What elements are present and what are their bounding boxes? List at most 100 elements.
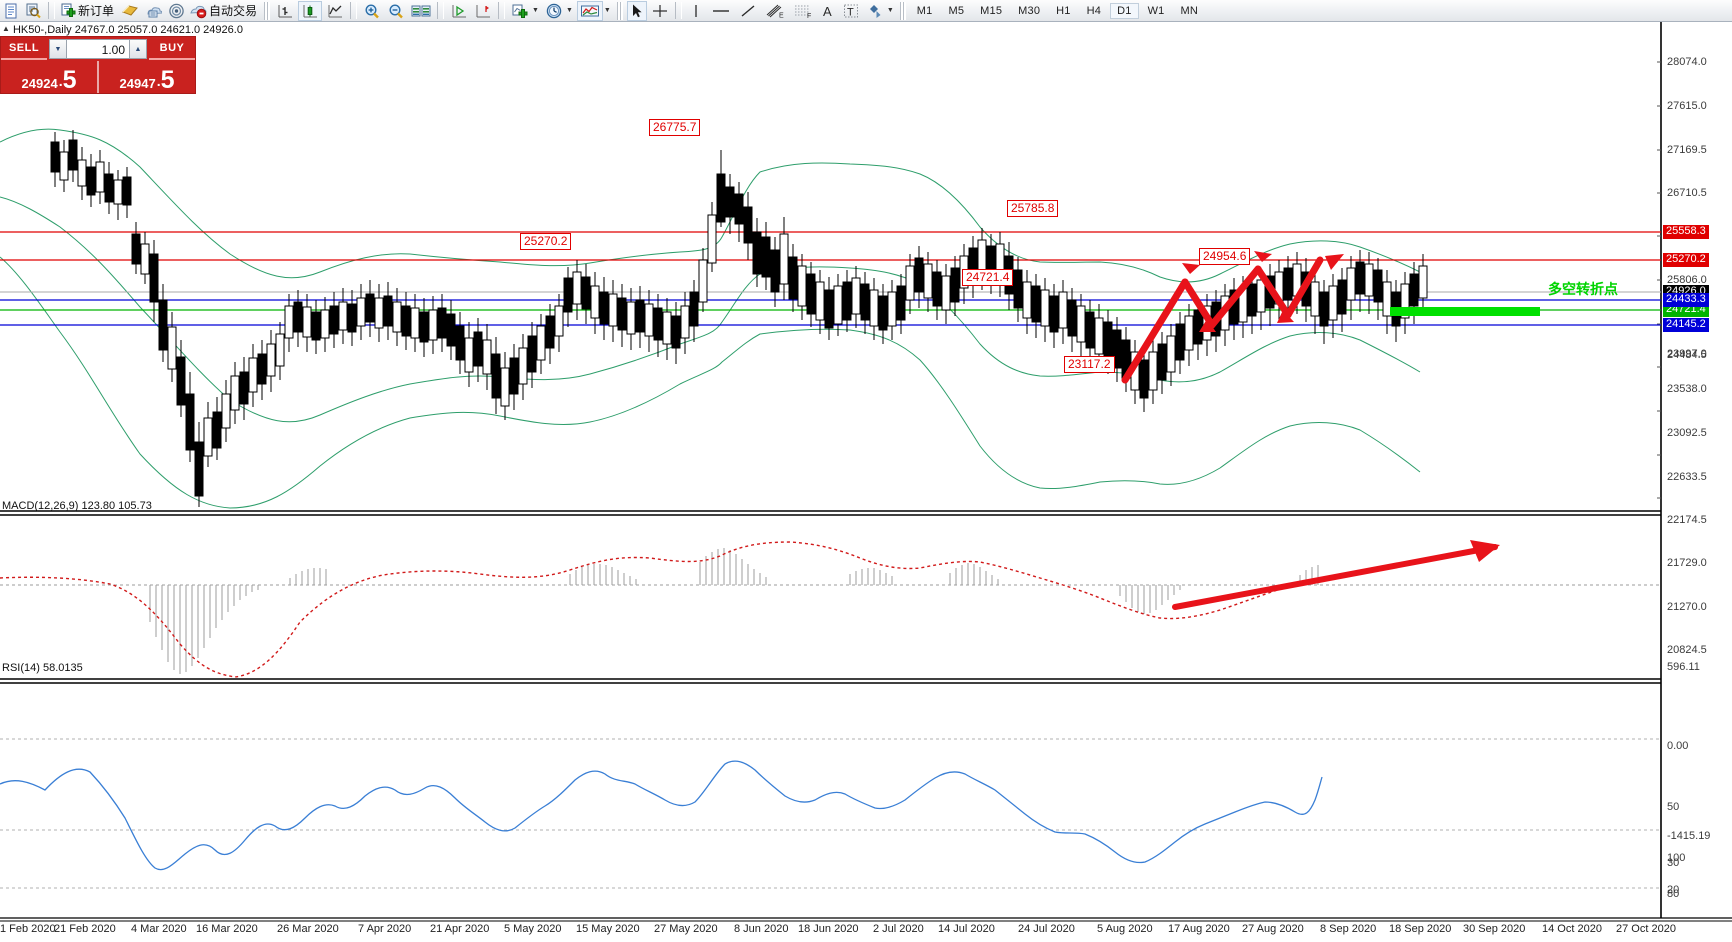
text-icon[interactable]: A	[818, 1, 838, 21]
new-order-button[interactable]: 新订单	[59, 1, 117, 21]
volume-decrease-icon[interactable]: ▼	[49, 39, 67, 59]
price-tick-1: 27615.0	[1667, 100, 1707, 112]
date-label-10: 8 Jun 2020	[734, 923, 789, 935]
buy-button[interactable]: BUY	[149, 38, 195, 60]
price-tick-13: 22174.5	[1667, 514, 1707, 526]
date-label-3: 16 Mar 2020	[196, 923, 258, 935]
chart-shift-icon[interactable]	[472, 1, 494, 21]
buy-price[interactable]: 24947 . 5	[99, 61, 195, 93]
price-tick-15: 21270.0	[1667, 601, 1707, 613]
horizontal-line-icon[interactable]	[708, 1, 734, 21]
timeframe-d1[interactable]: D1	[1110, 2, 1139, 19]
period-dropdown-caret-icon[interactable]: ▼	[565, 7, 573, 14]
indicators-icon[interactable]	[509, 1, 531, 21]
vertical-line-icon[interactable]	[686, 1, 706, 21]
zoom-in-icon[interactable]	[361, 1, 383, 21]
market-watch-icon[interactable]	[23, 1, 44, 21]
main-toolbar: 新订单 自动交易	[0, 0, 1732, 22]
buy-price-integer: 24947	[119, 76, 156, 91]
price-label-25785[interactable]: 25785.8	[1007, 200, 1059, 217]
expert-advisor-icon[interactable]	[119, 1, 141, 21]
fibonacci-icon[interactable]: F	[790, 1, 816, 21]
price-label-25270[interactable]: 25270.2	[520, 233, 572, 250]
equidistant-channel-icon[interactable]: E	[762, 1, 788, 21]
toolbar-grip-1[interactable]	[264, 1, 271, 20]
toolbar-separator-5	[674, 2, 682, 19]
chart-svg	[0, 22, 1732, 942]
templates-icon[interactable]	[576, 0, 603, 21]
one-click-trading-prices: 24924 . 5 24947 . 5	[1, 61, 195, 93]
indicators-dropdown-caret-icon[interactable]: ▼	[532, 7, 539, 14]
timeframe-m15[interactable]: M15	[980, 4, 1003, 17]
cursor-icon[interactable]	[626, 0, 647, 21]
candlestick-chart-icon[interactable]	[298, 0, 323, 21]
date-label-14: 24 Jul 2020	[1018, 923, 1075, 935]
trend-line-icon[interactable]	[736, 1, 760, 21]
zoom-out-icon[interactable]	[385, 1, 407, 21]
timeframe-m1[interactable]: M1	[916, 4, 933, 17]
rsi-tick-100: 100	[1667, 852, 1686, 864]
navigator-icon[interactable]	[166, 1, 187, 21]
volume-stepper[interactable]: ▼ 1.00 ▲	[49, 38, 147, 60]
price-label-24721[interactable]: 24721.4	[962, 269, 1014, 286]
macd-tick-min: -1415.19	[1667, 830, 1711, 842]
timeframe-mn[interactable]: MN	[1180, 4, 1198, 17]
volume-increase-icon[interactable]: ▲	[129, 39, 147, 59]
date-label-11: 18 Jun 2020	[798, 923, 859, 935]
chinese-note-label: 多空转折点	[1548, 282, 1618, 298]
drawing-arrow-heads	[1182, 251, 1344, 332]
chart-collapse-icon[interactable]: ▲	[2, 24, 10, 33]
svg-text:E: E	[779, 12, 784, 19]
price-tick-8: 24484.5	[1667, 349, 1707, 361]
date-label-2: 4 Mar 2020	[131, 923, 187, 935]
timeframe-m5[interactable]: M5	[948, 4, 965, 17]
price-tick-16: 20824.5	[1667, 644, 1707, 656]
period-icon[interactable]	[543, 1, 565, 21]
price-tick-2: 27169.5	[1667, 144, 1707, 156]
chart-grid-icon[interactable]	[409, 1, 433, 21]
price-tag-resistance-2: 25270.2	[1663, 253, 1709, 267]
auto-scroll-icon[interactable]	[448, 1, 470, 21]
new-chart-icon[interactable]	[1, 1, 21, 21]
one-click-trading-panel[interactable]: SELL ▼ 1.00 ▲ BUY 24924 . 5 24947 . 5	[0, 36, 196, 94]
timeframe-h4[interactable]: H4	[1086, 4, 1102, 17]
bar-chart-icon[interactable]	[274, 1, 296, 21]
price-tick-14: 21729.0	[1667, 557, 1707, 569]
toolbar-grip-3[interactable]	[899, 1, 906, 20]
toolbar-separator-1	[48, 2, 55, 19]
line-chart-icon[interactable]	[324, 1, 346, 21]
chart-canvas[interactable]: 26775.7 25270.2 25785.8 24721.4 24954.6 …	[0, 22, 1732, 942]
price-label-26775[interactable]: 26775.7	[649, 119, 701, 136]
price-label-23117[interactable]: 23117.2	[1064, 356, 1115, 373]
svg-text:A: A	[823, 4, 832, 19]
price-tick-11: 23092.5	[1667, 427, 1707, 439]
new-order-label: 新订单	[78, 4, 115, 18]
sell-price-dot: .	[58, 73, 63, 89]
symbol-info-line: ▲ HK50-,Daily 24767.0 25057.0 24621.0 24…	[2, 24, 243, 36]
volume-input[interactable]: 1.00	[67, 39, 129, 59]
timeframe-m30[interactable]: M30	[1018, 4, 1041, 17]
timeframe-w1[interactable]: W1	[1147, 4, 1165, 17]
date-label-19: 18 Sep 2020	[1389, 923, 1452, 935]
macd-tick-max: 596.11	[1667, 661, 1700, 673]
sell-price-fraction: 5	[62, 65, 77, 94]
sell-price[interactable]: 24924 . 5	[1, 61, 97, 93]
price-label-24954[interactable]: 24954.6	[1199, 248, 1251, 265]
rsi-pane	[0, 738, 1661, 889]
date-label-0: 1 Feb 2020	[0, 923, 56, 935]
shapes-dropdown-caret-icon[interactable]: ▼	[886, 7, 894, 14]
toolbar-grip-2[interactable]	[616, 1, 623, 20]
templates-dropdown-caret-icon[interactable]: ▼	[603, 7, 611, 14]
shapes-icon[interactable]	[864, 1, 886, 21]
crosshair-icon[interactable]	[649, 1, 671, 21]
pane-separators	[0, 22, 1732, 922]
autotrading-button[interactable]: 自动交易	[189, 1, 260, 21]
buy-price-dot: .	[156, 73, 161, 89]
date-label-20: 30 Sep 2020	[1463, 923, 1526, 935]
toolbar-separator-2	[350, 2, 358, 19]
timeframe-h1[interactable]: H1	[1056, 4, 1071, 17]
sell-button[interactable]: SELL	[1, 38, 47, 60]
data-window-icon[interactable]	[143, 1, 164, 21]
text-label-icon[interactable]: T	[840, 1, 862, 21]
